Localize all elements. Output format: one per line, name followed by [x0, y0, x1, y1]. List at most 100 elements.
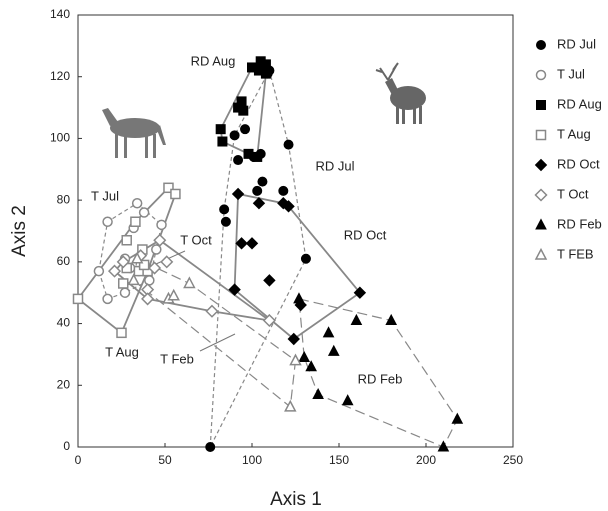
marker: [102, 216, 113, 227]
marker: [240, 124, 251, 135]
marker: [141, 292, 155, 306]
marker: [260, 59, 271, 70]
marker: [238, 105, 249, 116]
x-tick-label: 250: [503, 453, 523, 467]
annotation: RD Oct: [344, 227, 387, 242]
marker: [151, 244, 162, 255]
marker: [147, 261, 162, 275]
y-tick-label: 80: [57, 192, 71, 206]
legend-label: RD Jul: [557, 36, 596, 51]
annotation: RD Aug: [191, 53, 236, 68]
marker: [127, 273, 140, 286]
marker: [233, 155, 244, 166]
marker: [215, 124, 226, 135]
y-tick-label: 120: [50, 69, 70, 83]
marker: [220, 216, 231, 227]
marker: [121, 235, 132, 246]
marker: [260, 68, 271, 79]
x-tick-label: 200: [416, 453, 436, 467]
marker: [327, 344, 340, 356]
marker: [131, 197, 143, 209]
marker: [229, 130, 240, 141]
marker: [252, 185, 263, 196]
annotation: T Oct: [180, 232, 212, 247]
marker: [138, 259, 150, 271]
annotation: T Aug: [105, 344, 139, 359]
marker: [243, 148, 254, 159]
marker: [183, 276, 196, 289]
annotation: T Jul: [91, 188, 119, 203]
y-tick-label: 20: [57, 377, 71, 391]
legend-label: T Jul: [557, 66, 585, 81]
annotation: T Feb: [160, 351, 194, 366]
marker: [322, 326, 335, 338]
marker: [217, 136, 228, 147]
marker: [437, 440, 450, 452]
marker: [130, 216, 141, 227]
legend-label: RD Feb: [557, 216, 602, 231]
legend-marker: [536, 100, 546, 110]
marker: [300, 253, 311, 264]
x-tick-label: 100: [242, 453, 262, 467]
legend-label: T Aug: [557, 126, 591, 141]
marker: [116, 327, 127, 339]
marker: [163, 182, 174, 194]
marker: [263, 274, 276, 287]
legend-marker: [535, 69, 547, 81]
marker: [262, 313, 276, 328]
marker: [231, 187, 245, 201]
legend-marker: [534, 188, 548, 202]
legend-label: T Oct: [557, 186, 589, 201]
x-tick-label: 50: [158, 453, 172, 467]
marker: [282, 200, 295, 213]
y-tick-label: 140: [50, 7, 70, 21]
x-tick-label: 0: [75, 453, 82, 467]
marker: [72, 293, 84, 305]
marker: [205, 304, 219, 318]
marker: [289, 353, 302, 366]
x-axis-label: Axis 1: [270, 489, 322, 510]
annotation: RD Jul: [315, 158, 354, 173]
marker: [252, 151, 263, 162]
marker: [205, 442, 216, 452]
marker: [93, 265, 105, 277]
marker: [130, 251, 144, 264]
marker: [107, 264, 122, 278]
legend-marker: [536, 40, 546, 50]
marker: [119, 287, 131, 298]
legend-marker: [534, 247, 548, 260]
marker: [170, 188, 181, 200]
marker: [353, 286, 367, 299]
marker: [235, 237, 248, 250]
marker: [156, 219, 167, 231]
marker: [257, 176, 268, 187]
marker: [228, 283, 241, 296]
y-tick-label: 100: [50, 131, 70, 145]
deer-icon: [375, 62, 426, 124]
marker: [284, 399, 297, 412]
marker: [312, 387, 324, 400]
marker: [451, 412, 464, 424]
marker: [102, 293, 113, 305]
marker: [287, 332, 300, 346]
x-tick-label: 150: [329, 453, 349, 467]
y-axis-label: Axis 2: [9, 205, 30, 257]
marker: [341, 394, 354, 406]
marker: [283, 139, 294, 150]
marker: [385, 313, 398, 325]
marker: [236, 96, 247, 107]
marker: [298, 350, 311, 363]
marker: [153, 233, 167, 247]
marker: [116, 255, 130, 269]
marker: [350, 313, 363, 325]
marker: [305, 360, 317, 372]
marker: [138, 207, 150, 218]
legend-marker: [535, 129, 547, 141]
legend-label: RD Oct: [557, 156, 600, 171]
marker: [293, 292, 305, 304]
y-tick-label: 60: [57, 254, 71, 268]
marker: [117, 278, 129, 289]
marker: [160, 255, 174, 269]
